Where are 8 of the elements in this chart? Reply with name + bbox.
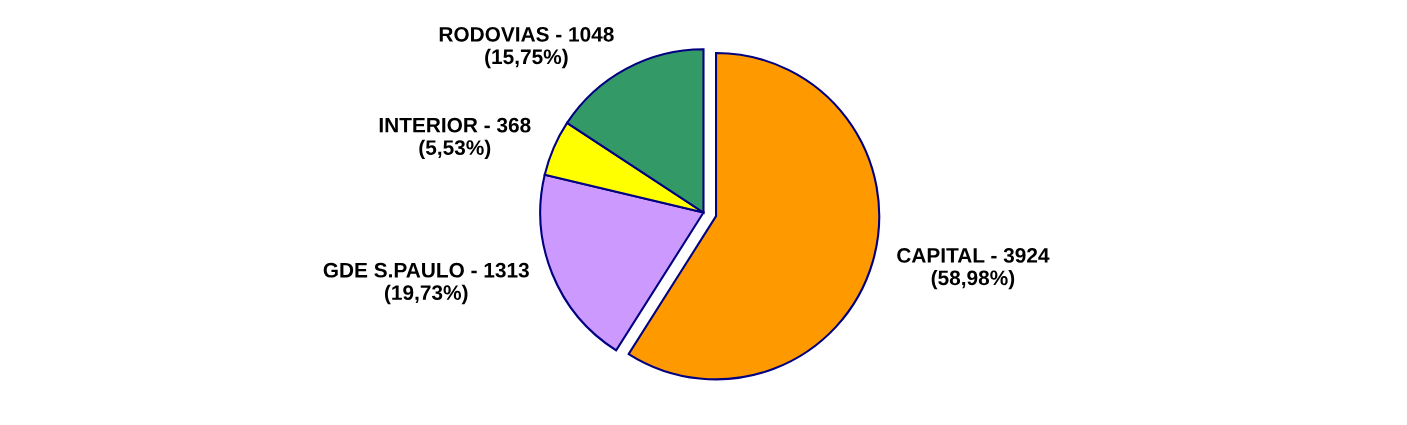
- data-label: (58,98%): [931, 269, 1015, 290]
- data-label: (15,75%): [485, 48, 568, 69]
- slice-label: INTERIOR - 368: [379, 117, 531, 133]
- slice-label: GDE S.PAULO - 1313: [323, 262, 529, 278]
- slice-label: RODOVIAS - 1048: [439, 26, 614, 42]
- data-label: (5,53%): [419, 139, 491, 160]
- data-label: (19,73%): [385, 284, 468, 305]
- slice-label: CAPITAL - 3924: [897, 248, 1050, 263]
